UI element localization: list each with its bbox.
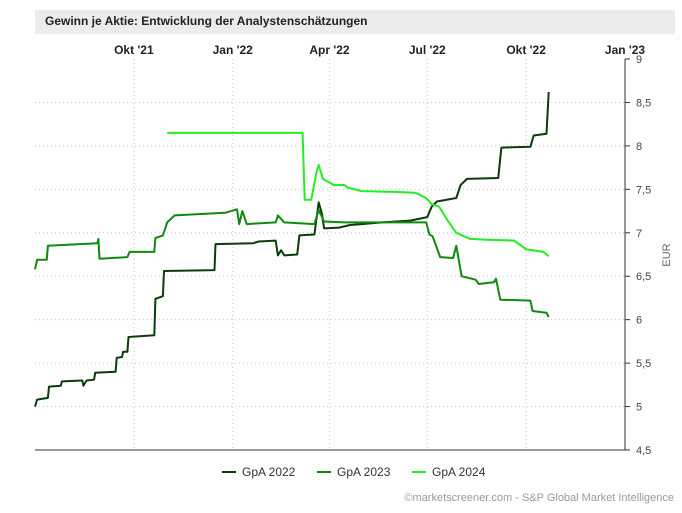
- series-line-gpa-2024: [167, 131, 550, 257]
- y-tick-label: 6: [636, 315, 642, 327]
- x-tick-label: Jul '22: [409, 43, 446, 57]
- y-tick-label: 7: [636, 228, 642, 240]
- chart-title: Gewinn je Aktie: Entwicklung der Analyst…: [45, 14, 368, 28]
- y-tick-label: 5: [636, 402, 642, 414]
- y-axis-title: EUR: [661, 243, 673, 266]
- y-tick-label: 6,5: [636, 271, 651, 283]
- y-tick-label: 4,5: [636, 445, 651, 457]
- x-tick-label: Jan '22: [213, 43, 254, 57]
- y-tick-label: 9: [636, 54, 642, 66]
- legend-label: GpA 2023: [337, 465, 391, 479]
- y-tick-label: 8: [636, 141, 642, 153]
- chart-title-bar: Gewinn je Aktie: Entwicklung der Analyst…: [35, 10, 675, 34]
- series-line-gpa-2023: [34, 208, 550, 318]
- y-tick-label: 5,5: [636, 358, 651, 370]
- x-tick-label: Jan '23: [605, 43, 646, 57]
- x-tick-label: Okt '22: [506, 43, 546, 57]
- series-line-gpa-2022: [34, 91, 550, 407]
- y-tick-label: 7,5: [636, 184, 651, 196]
- y-tick-label: 8,5: [636, 97, 651, 109]
- x-tick-label: Okt '21: [114, 43, 154, 57]
- source-credit: ©marketscreener.com - S&P Global Market …: [404, 492, 674, 504]
- legend-label: GpA 2022: [242, 465, 296, 479]
- x-tick-label: Apr '22: [309, 43, 350, 57]
- legend-label: GpA 2024: [432, 465, 486, 479]
